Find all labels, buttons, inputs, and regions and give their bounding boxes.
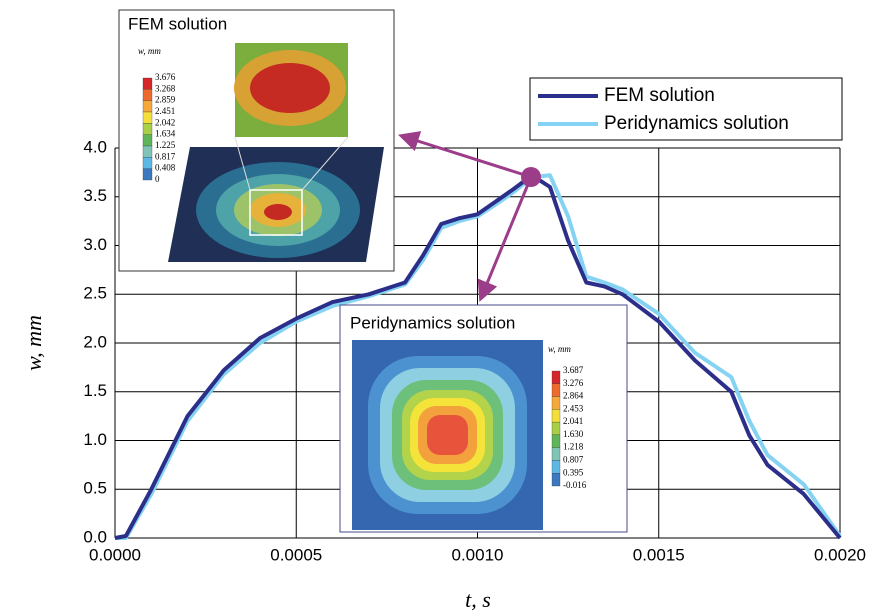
y-axis-label: w, mm <box>21 315 46 371</box>
y-tick-label: 4.0 <box>83 137 107 156</box>
colorbar-label: 2.042 <box>155 117 175 127</box>
colorbar-label: 2.864 <box>563 391 584 401</box>
y-tick-label: 1.0 <box>83 430 107 449</box>
x-tick-label: 0.0015 <box>633 545 685 564</box>
contour <box>264 204 292 220</box>
contour <box>250 63 330 113</box>
x-axis-label: t, s <box>465 587 491 612</box>
colorbar-segment <box>552 435 560 448</box>
colorbar-label: 1.630 <box>563 429 584 439</box>
colorbar-segment <box>143 157 152 168</box>
colorbar-label: 3.676 <box>155 72 176 82</box>
y-tick-label: 1.5 <box>83 381 107 400</box>
colorbar-segment <box>143 112 152 123</box>
colorbar-segment <box>143 89 152 100</box>
colorbar-segment <box>552 422 560 435</box>
contour <box>427 415 468 455</box>
colorbar-segment <box>143 146 152 157</box>
y-tick-label: 2.5 <box>83 284 107 303</box>
colorbar-label: 1.225 <box>155 140 176 150</box>
colorbar-label: 0.807 <box>563 455 584 465</box>
colorbar-label: 2.041 <box>563 416 583 426</box>
colorbar-segment <box>143 169 152 180</box>
y-tick-label: 2.0 <box>83 332 107 351</box>
y-tick-label: 3.0 <box>83 235 107 254</box>
x-tick-label: 0.0010 <box>452 545 504 564</box>
highlight-point <box>521 167 541 187</box>
colorbar-label: 2.451 <box>155 106 175 116</box>
colorbar-label: 0.395 <box>563 467 584 477</box>
colorbar-label: -0.016 <box>563 480 587 490</box>
colorbar-segment <box>552 384 560 397</box>
legend-label: Peridynamics solution <box>604 113 789 134</box>
colorbar-segment <box>552 448 560 461</box>
colorbar-segment <box>552 460 560 473</box>
colorbar-segment <box>143 101 152 112</box>
colorbar-segment <box>552 397 560 410</box>
colorbar-label: 2.453 <box>563 403 584 413</box>
y-tick-label: 0.5 <box>83 479 107 498</box>
colorbar-title: w, mm <box>548 344 571 354</box>
peridynamics-inset: Peridynamics solution w, mm 3.687 3.276 2.… <box>340 305 627 532</box>
colorbar-title: w, mm <box>138 46 161 56</box>
colorbar-label: 0.817 <box>155 151 176 161</box>
colorbar-segment <box>143 123 152 134</box>
colorbar-segment <box>552 409 560 422</box>
chart: 0.0 0.5 1.0 1.5 2.0 2.5 3.0 3.5 4.0 0.0000 0.0005 0… <box>0 0 879 615</box>
colorbar-label: 3.268 <box>155 83 176 93</box>
inset-title: FEM solution <box>128 14 227 33</box>
colorbar-label: 3.276 <box>563 378 584 388</box>
y-tick-label: 0.0 <box>83 527 107 546</box>
x-tick-label: 0.0000 <box>89 545 141 564</box>
colorbar-label: 1.218 <box>563 442 584 452</box>
colorbar-label: 0.408 <box>155 163 176 173</box>
colorbar-segment <box>552 371 560 384</box>
x-tick-label: 0.0005 <box>270 545 322 564</box>
x-tick-label: 0.0020 <box>814 545 866 564</box>
colorbar-label: 2.859 <box>155 95 176 105</box>
colorbar-label: 1.634 <box>155 129 176 139</box>
arrow <box>402 136 531 177</box>
colorbar-label: 0 <box>155 174 160 184</box>
colorbar-segment <box>143 135 152 146</box>
colorbar-label: 3.687 <box>563 365 584 375</box>
inset-title: Peridynamics solution <box>350 313 515 332</box>
colorbar-segment <box>143 78 152 89</box>
y-tick-label: 3.5 <box>83 186 107 205</box>
legend-label: FEM solution <box>604 85 715 106</box>
colorbar-segment <box>552 473 560 486</box>
